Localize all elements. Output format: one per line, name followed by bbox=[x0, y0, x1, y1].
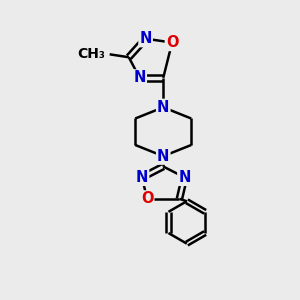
Text: N: N bbox=[157, 100, 170, 115]
Text: O: O bbox=[141, 191, 153, 206]
Text: N: N bbox=[134, 70, 146, 86]
Text: O: O bbox=[166, 35, 178, 50]
Text: N: N bbox=[157, 149, 170, 164]
Text: N: N bbox=[140, 31, 152, 46]
Text: N: N bbox=[136, 170, 148, 185]
Text: CH₃: CH₃ bbox=[77, 47, 105, 61]
Text: N: N bbox=[178, 170, 190, 185]
